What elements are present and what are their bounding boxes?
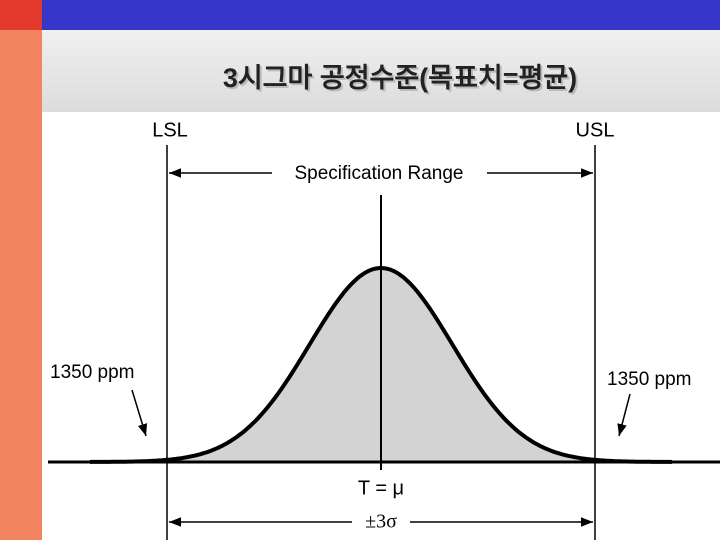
title: 3시그마 공정수준(목표치=평균) (223, 63, 577, 93)
title-band (42, 30, 720, 112)
spread-label: ±3σ (365, 511, 397, 533)
side-bar (0, 0, 42, 540)
left-ppm-arrow (131, 389, 148, 437)
right-ppm-arrow (617, 393, 631, 437)
target-label: T = μ (358, 477, 404, 499)
top-bar (42, 0, 720, 30)
title-shadow: 3시그마 공정수준(목표치=평균) (225, 65, 579, 95)
lsl-label: LSL (152, 119, 188, 141)
right-ppm-label: 1350 ppm (607, 369, 692, 390)
corner-block (0, 0, 42, 30)
usl-label: USL (576, 119, 615, 141)
range-label: Specification Range (295, 163, 464, 184)
left-ppm-label: 1350 ppm (50, 362, 135, 383)
